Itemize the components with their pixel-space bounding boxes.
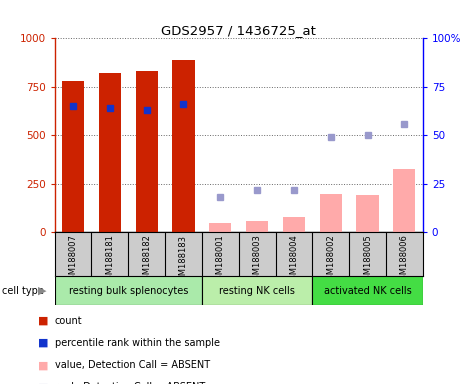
Bar — [62, 81, 84, 232]
Text: ■: ■ — [38, 316, 48, 326]
Text: GSM188004: GSM188004 — [289, 235, 298, 285]
Text: activated NK cells: activated NK cells — [323, 286, 411, 296]
Text: ■: ■ — [38, 360, 48, 370]
Text: percentile rank within the sample: percentile rank within the sample — [55, 338, 219, 348]
Text: GSM188007: GSM188007 — [68, 235, 77, 285]
Bar — [55, 276, 202, 305]
Bar — [99, 73, 121, 232]
Bar — [209, 223, 231, 232]
Bar — [283, 217, 305, 232]
Text: resting NK cells: resting NK cells — [219, 286, 295, 296]
Text: count: count — [55, 316, 82, 326]
Text: GSM188001: GSM188001 — [216, 235, 225, 285]
Text: GSM188006: GSM188006 — [400, 235, 409, 285]
Text: GSM188181: GSM188181 — [105, 235, 114, 285]
Bar — [356, 195, 379, 232]
Text: GSM188002: GSM188002 — [326, 235, 335, 285]
Text: ■: ■ — [38, 382, 48, 384]
Text: cell type: cell type — [2, 286, 44, 296]
Text: resting bulk splenocytes: resting bulk splenocytes — [68, 286, 188, 296]
Text: rank, Detection Call = ABSENT: rank, Detection Call = ABSENT — [55, 382, 205, 384]
Bar — [136, 71, 158, 232]
Bar — [172, 60, 195, 232]
Bar — [320, 194, 342, 232]
Bar — [393, 169, 415, 232]
Text: GSM188183: GSM188183 — [179, 235, 188, 286]
Text: GSM188005: GSM188005 — [363, 235, 372, 285]
Bar — [313, 276, 423, 305]
Text: GSM188182: GSM188182 — [142, 235, 151, 285]
Text: value, Detection Call = ABSENT: value, Detection Call = ABSENT — [55, 360, 210, 370]
Text: GSM188003: GSM188003 — [253, 235, 262, 285]
Text: ■: ■ — [38, 338, 48, 348]
Bar — [246, 221, 268, 232]
Title: GDS2957 / 1436725_at: GDS2957 / 1436725_at — [161, 24, 316, 37]
Text: ▶: ▶ — [38, 286, 46, 296]
Bar — [202, 276, 313, 305]
